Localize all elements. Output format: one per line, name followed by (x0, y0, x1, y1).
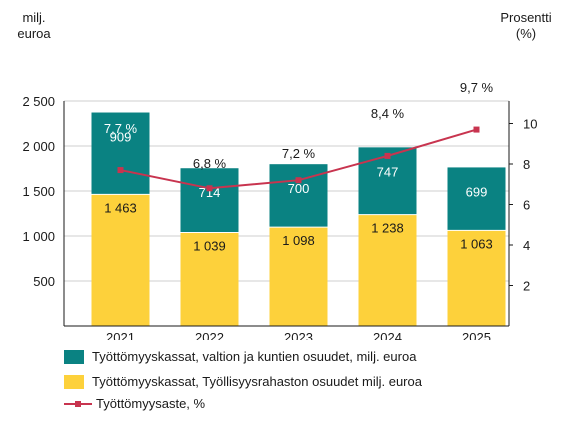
left-axis-title-line1: milj. (22, 10, 46, 25)
x-tick-label: 2024 (373, 330, 402, 340)
unemployment-point (295, 177, 302, 184)
bar-label-tyollisyysrahasto: 1 238 (371, 221, 404, 236)
x-tick-label: 2022 (195, 330, 224, 340)
legend-swatch-teal (64, 349, 84, 364)
unemployment-label: 8,4 % (371, 106, 405, 121)
unemployment-point (473, 126, 480, 133)
y-tick-label-right: 2 (523, 278, 530, 293)
bar-label-valtio-kunnat: 700 (288, 181, 310, 196)
bar-label-tyollisyysrahasto: 1 098 (282, 233, 315, 248)
left-axis-title: milj. euroa (4, 10, 64, 42)
y-tick-label-left: 2 000 (22, 139, 55, 154)
y-tick-label-left: 1 000 (22, 229, 55, 244)
unemployment-label: 7,7 % (104, 121, 138, 136)
chart-canvas: 1 463 909 1 039 714 1 098 700 1 238 747 1 063 699… (22, 80, 537, 340)
bar-segment-tyollisyysrahasto (447, 230, 506, 326)
legend-label-yellow: Työttömyyskassat, Työllisyysrahaston osu… (92, 374, 422, 389)
x-tick-label: 2021 (106, 330, 135, 340)
y-tick-label-right: 6 (523, 197, 530, 212)
unemployment-point (384, 152, 391, 159)
y-tick-label-left: 500 (33, 274, 55, 289)
legend-label-teal: Työttömyyskassat, valtion ja kuntien osu… (92, 349, 417, 364)
unemployment-label: 6,8 % (193, 156, 227, 171)
right-axis-title-line1: Prosentti (500, 10, 552, 25)
bar-label-valtio-kunnat: 747 (377, 164, 399, 179)
right-axis-title: Prosentti (%) (488, 10, 564, 42)
bar-segment-tyollisyysrahasto (180, 232, 239, 326)
bar-label-tyollisyysrahasto: 1 039 (193, 238, 226, 253)
bar-segment-tyollisyysrahasto (91, 194, 150, 326)
legend-item-line: Työttömyysaste, % (64, 396, 205, 411)
bar-segment-valtio-kunnat (91, 112, 150, 195)
bar-value-labels: 1 463 909 1 039 714 1 098 700 1 238 747 1 063 699 (104, 130, 493, 254)
bar-segment-valtio-kunnat (447, 167, 506, 231)
legend-item-yellow: Työttömyyskassat, Työllisyysrahaston osu… (64, 374, 422, 389)
legend-swatch-line (64, 397, 92, 411)
unemployment-line: 7,7 % 6,8 % 7,2 % 8,4 % 9,7 % (104, 80, 494, 192)
bar-segment-tyollisyysrahasto (358, 214, 417, 326)
left-axis-title-line2: euroa (17, 26, 51, 41)
unemployment-point (117, 167, 124, 174)
bar-label-valtio-kunnat: 699 (466, 184, 488, 199)
x-tick-label: 2023 (284, 330, 313, 340)
bar-label-tyollisyysrahasto: 1 463 (104, 200, 137, 215)
y-tick-label-right: 10 (523, 116, 537, 131)
y-tick-label-right: 4 (523, 238, 530, 253)
bar-label-tyollisyysrahasto: 1 063 (460, 236, 493, 251)
y-tick-label-left: 1 500 (22, 184, 55, 199)
legend-label-line: Työttömyysaste, % (96, 396, 206, 411)
y-tick-label-right: 8 (523, 157, 530, 172)
bar-label-valtio-kunnat: 909 (110, 130, 132, 145)
bar-label-valtio-kunnat: 714 (199, 185, 221, 200)
legend-item-teal: Työttömyyskassat, valtion ja kuntien osu… (64, 349, 416, 364)
bar-segment-tyollisyysrahasto (269, 227, 328, 326)
unemployment-point (206, 185, 213, 192)
legend-swatch-yellow (64, 374, 84, 389)
axes: 500 1 000 1 500 2 000 2 500 2 4 6 8 10 2021 2022 202… (22, 94, 537, 340)
right-axis-title-line2: (%) (515, 26, 537, 41)
x-tick-label: 2025 (462, 330, 491, 340)
bar-segment-valtio-kunnat (180, 168, 239, 233)
bars (91, 112, 506, 326)
unemployment-label: 7,2 % (282, 146, 316, 161)
y-tick-label-left: 2 500 (22, 94, 55, 109)
unemployment-label: 9,7 % (460, 80, 494, 95)
